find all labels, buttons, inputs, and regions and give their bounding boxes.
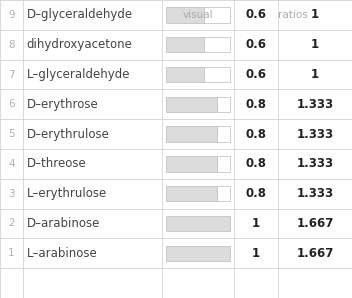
Text: 1: 1 [8, 248, 15, 258]
Text: 1.333: 1.333 [296, 128, 334, 141]
Text: 0.6: 0.6 [246, 8, 266, 21]
Bar [217, 186, 230, 201]
Text: D–threose: D–threose [26, 157, 86, 170]
Text: 1: 1 [311, 68, 319, 81]
Text: 0.6: 0.6 [246, 38, 266, 51]
Text: visual: visual [183, 10, 213, 20]
Text: 1: 1 [252, 217, 260, 230]
Text: D–glyceraldehyde: D–glyceraldehyde [26, 8, 132, 21]
Bar [217, 126, 230, 142]
Text: 0.8: 0.8 [246, 157, 266, 170]
Bar [166, 67, 205, 82]
Text: 1.333: 1.333 [296, 98, 334, 111]
Bar [166, 126, 217, 142]
Bar [166, 246, 230, 261]
Text: L–erythrulose: L–erythrulose [26, 187, 107, 200]
Bar [166, 37, 205, 52]
Bar [205, 37, 230, 52]
Text: 1: 1 [311, 8, 319, 21]
Text: L–glyceraldehyde: L–glyceraldehyde [26, 68, 130, 81]
Text: 1.667: 1.667 [296, 247, 334, 260]
Text: 1: 1 [311, 38, 319, 51]
Bar [166, 216, 230, 231]
Text: 0.8: 0.8 [246, 98, 266, 111]
Text: D–erythrulose: D–erythrulose [26, 128, 109, 141]
Bar [166, 7, 205, 23]
Text: ratios: ratios [278, 10, 308, 20]
Bar [205, 67, 230, 82]
Bar [217, 97, 230, 112]
Bar [217, 156, 230, 172]
Text: L–arabinose: L–arabinose [26, 247, 97, 260]
Bar [166, 186, 217, 201]
Text: 9: 9 [8, 10, 15, 20]
Text: 8: 8 [8, 40, 15, 50]
Text: D–arabinose: D–arabinose [26, 217, 100, 230]
Text: 4: 4 [8, 159, 15, 169]
Bar [205, 7, 230, 23]
Text: 1.333: 1.333 [296, 187, 334, 200]
Text: 2: 2 [8, 218, 15, 229]
Text: 0.8: 0.8 [246, 187, 266, 200]
Text: 3: 3 [8, 189, 15, 199]
Text: 1.333: 1.333 [296, 157, 334, 170]
Bar [166, 156, 217, 172]
Text: 6: 6 [8, 99, 15, 109]
Text: 5: 5 [8, 129, 15, 139]
Bar [166, 97, 217, 112]
Text: 0.8: 0.8 [246, 128, 266, 141]
Text: 0.6: 0.6 [246, 68, 266, 81]
Text: 7: 7 [8, 69, 15, 80]
Text: 1: 1 [252, 247, 260, 260]
Text: dihydroxyacetone: dihydroxyacetone [26, 38, 132, 51]
Text: D–erythrose: D–erythrose [26, 98, 98, 111]
Text: 1.667: 1.667 [296, 217, 334, 230]
